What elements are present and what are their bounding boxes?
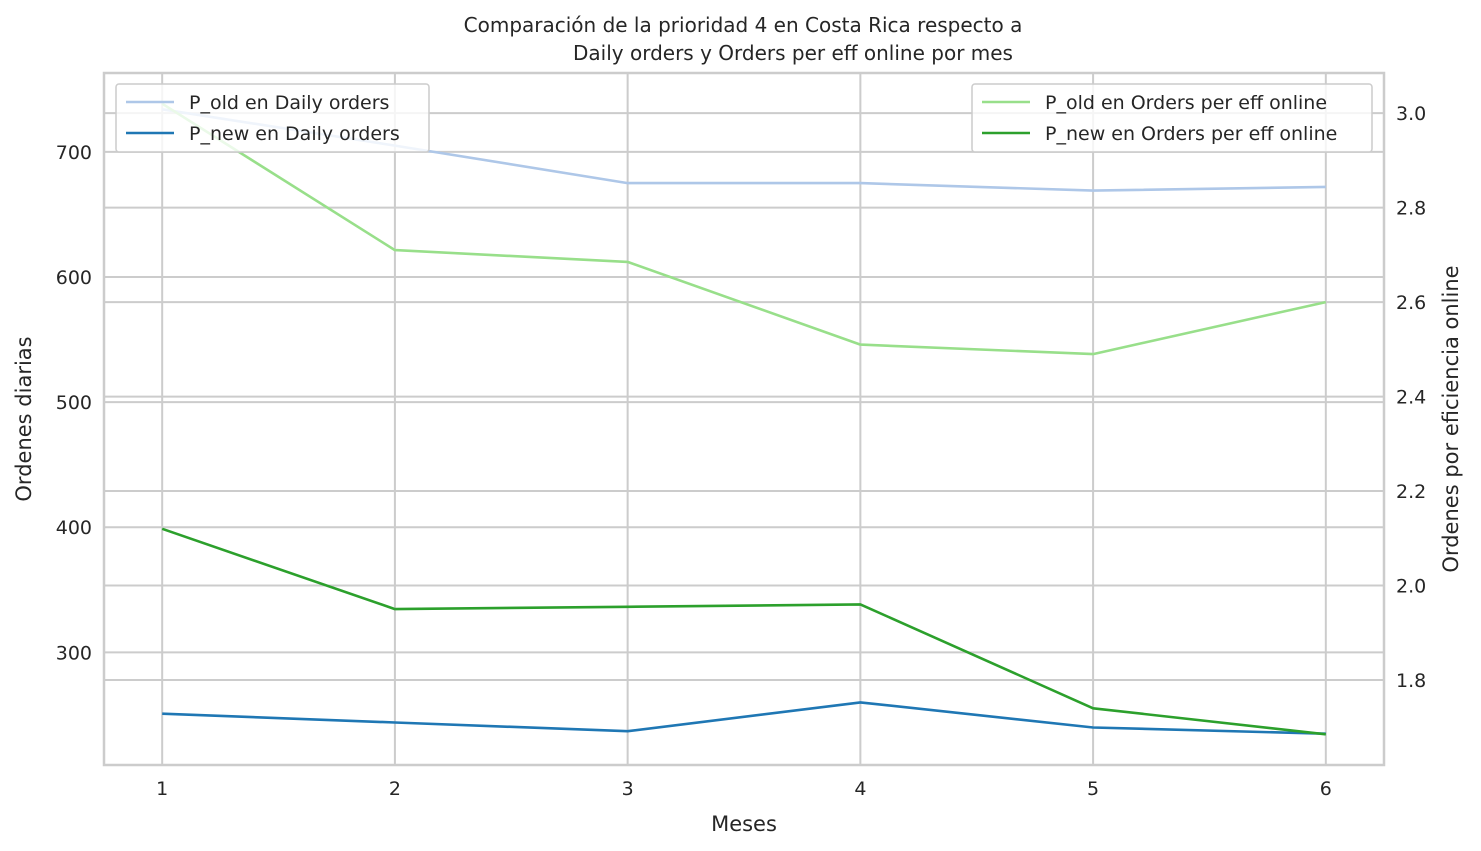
left-tick-label: 700 [56, 142, 92, 164]
legend-left-box [115, 83, 430, 153]
left-tick-label: 600 [56, 267, 92, 289]
left-tick-label: 500 [56, 392, 92, 414]
series-lines [161, 102, 1327, 736]
left-y-axis-label: Ordenes diarias [12, 336, 36, 501]
chart-title-line-1: Comparación de la prioridad 4 en Costa R… [464, 13, 1023, 37]
x-tick-label: 1 [156, 778, 168, 800]
legend-right-label: P_new en Orders per eff online [1045, 123, 1337, 145]
x-tick-label: 3 [622, 778, 634, 800]
right-tick-label: 1.8 [1396, 670, 1426, 692]
x-tick-label: 4 [854, 778, 866, 800]
legend-right-label: P_old en Orders per eff online [1045, 92, 1327, 114]
series-line-2 [162, 701, 1326, 735]
chart-title-line-2: Daily orders y Orders per eff online por… [573, 41, 1013, 65]
legend-left-label: P_new en Daily orders [189, 123, 400, 145]
left-tick-label: 400 [56, 517, 92, 539]
right-tick-label: 2.0 [1396, 576, 1426, 598]
right-tick-label: 2.6 [1396, 292, 1426, 314]
right-axis-ticks: 1.8 2.0 2.2 2.4 2.6 2.8 3.0 [1396, 103, 1426, 692]
legend-right: P_old en Orders per eff online P_new en O… [971, 83, 1373, 153]
right-tick-label: 2.4 [1396, 387, 1426, 409]
x-axis-ticks: 1 2 3 4 5 6 [156, 778, 1332, 800]
series-line-4 [161, 527, 1326, 736]
plot-frame [102, 71, 1386, 767]
right-tick-label: 2.2 [1396, 481, 1426, 503]
right-tick-label: 2.8 [1396, 198, 1426, 220]
x-axis-label: Meses [711, 812, 777, 836]
left-axis-ticks: 300 400 500 600 700 [56, 142, 92, 665]
x-tick-label: 2 [389, 778, 401, 800]
legend-left: P_old en Daily orders P_new en Daily orde… [115, 83, 430, 153]
x-tick-label: 6 [1320, 778, 1332, 800]
legend-right-box [971, 83, 1373, 153]
grid-lines [104, 73, 1384, 765]
left-tick-label: 300 [56, 642, 92, 664]
series-line-3 [161, 102, 1327, 356]
right-y-axis-label: Ordenes por eficiencia online [1439, 265, 1463, 572]
x-tick-label: 5 [1087, 778, 1099, 800]
right-tick-label: 3.0 [1396, 103, 1426, 125]
legend-left-label: P_old en Daily orders [189, 92, 389, 114]
